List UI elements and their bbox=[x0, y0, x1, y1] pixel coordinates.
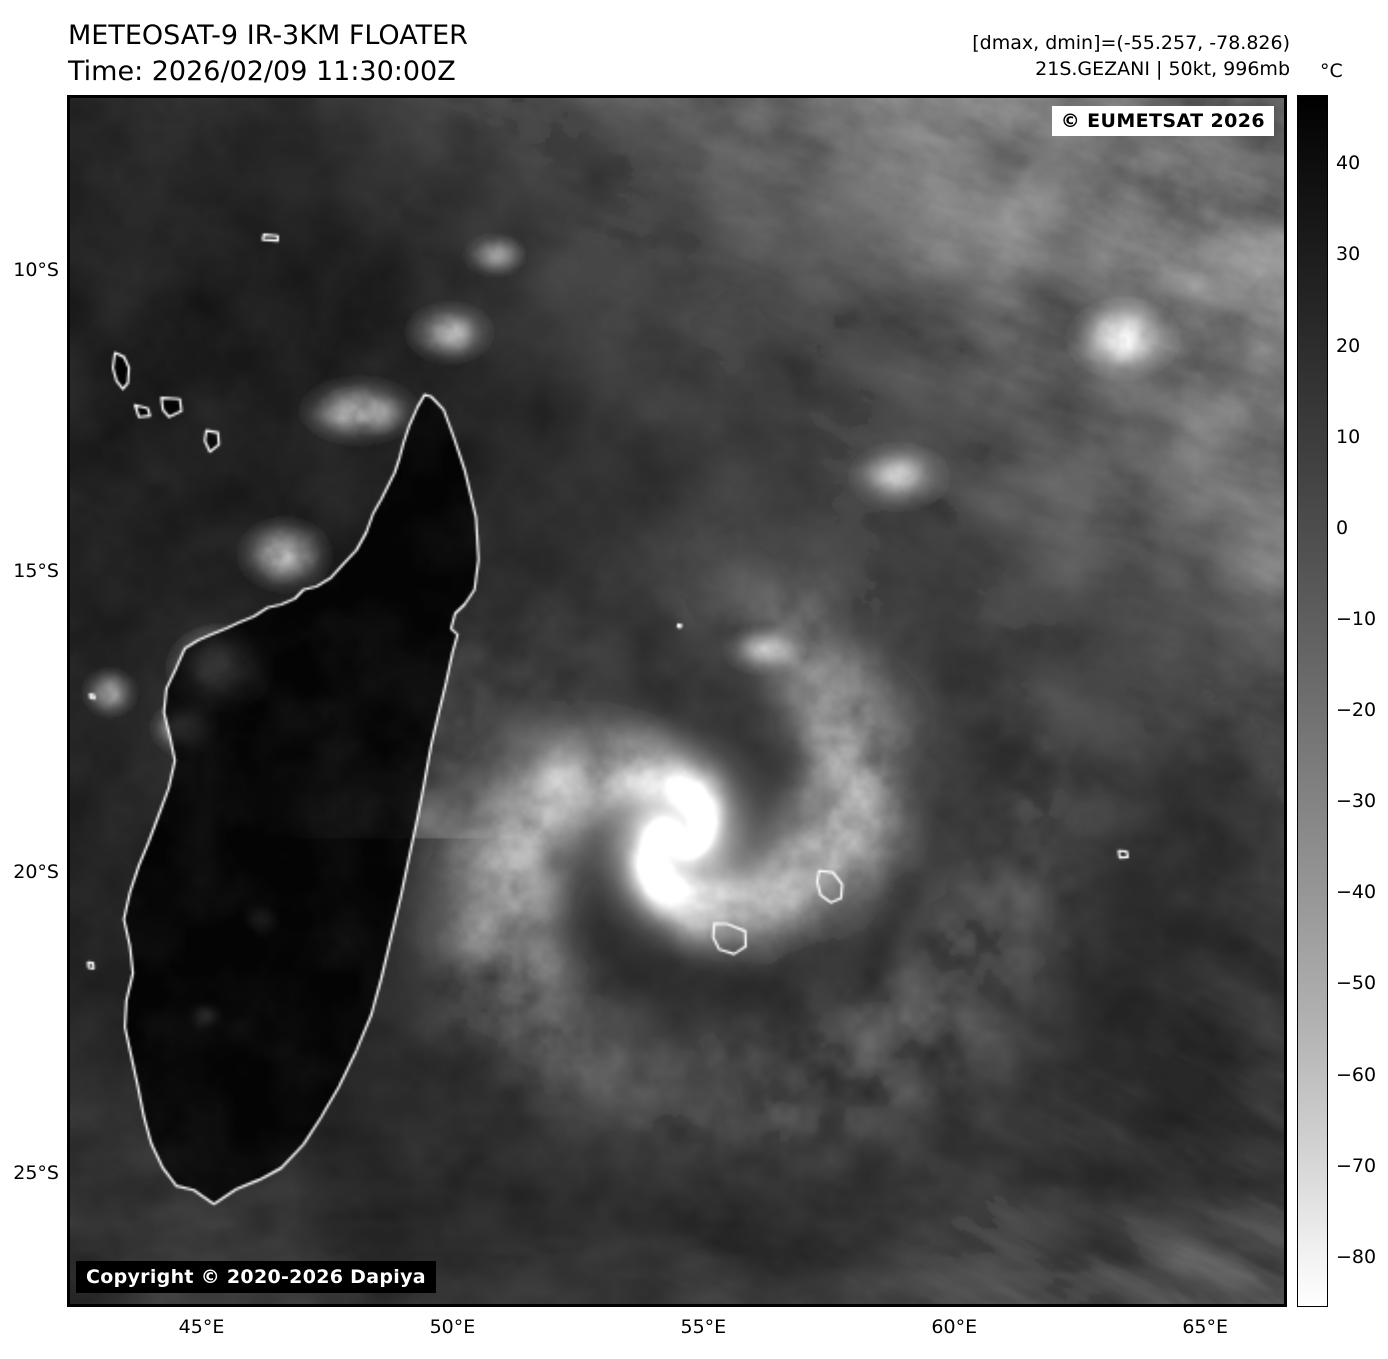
longitude-tick-label: 50°E bbox=[429, 1316, 476, 1338]
colorbar-tick-label: −20 bbox=[1336, 699, 1377, 722]
observation-time: Time: 2026/02/09 11:30:00Z bbox=[68, 56, 456, 87]
colorbar-tick-label: −80 bbox=[1336, 1245, 1377, 1268]
colorbar-tick-label: 10 bbox=[1336, 425, 1361, 448]
colorbar-tick-label: −10 bbox=[1336, 607, 1377, 630]
header-metadata: [dmax, dmin]=(-55.257, -78.826) 21S.GEZA… bbox=[972, 30, 1290, 82]
infrared-satellite-imagery bbox=[70, 98, 1284, 1304]
longitude-tick-label: 45°E bbox=[178, 1316, 225, 1338]
latitude-tick-label: 15°S bbox=[13, 559, 59, 582]
eumetsat-copyright-badge: © EUMETSAT 2026 bbox=[1051, 106, 1274, 136]
longitude-tick-label: 65°E bbox=[1182, 1316, 1229, 1338]
colorbar-tick-label: 20 bbox=[1336, 334, 1361, 357]
colorbar-tick-label: −40 bbox=[1336, 881, 1377, 904]
satellite-image-plot[interactable]: © EUMETSAT 2026 Copyright © 2020-2026 Da… bbox=[67, 95, 1287, 1307]
dapiya-copyright-badge: Copyright © 2020-2026 Dapiya bbox=[76, 1261, 436, 1293]
product-title: METEOSAT-9 IR-3KM FLOATER bbox=[68, 20, 468, 51]
latitude-tick-label: 25°S bbox=[13, 1162, 59, 1185]
dmax-dmin-readout: [dmax, dmin]=(-55.257, -78.826) bbox=[972, 32, 1290, 54]
colorbar-tick-label: 40 bbox=[1336, 152, 1361, 175]
latitude-tick-label: 10°S bbox=[13, 258, 59, 281]
temperature-colorbar[interactable] bbox=[1297, 95, 1328, 1307]
longitude-tick-label: 60°E bbox=[931, 1316, 978, 1338]
colorbar-tick-label: 0 bbox=[1336, 516, 1349, 539]
colorbar-tick-label: −50 bbox=[1336, 972, 1377, 995]
page-title: METEOSAT-9 IR-3KM FLOATER Time: 2026/02/… bbox=[68, 18, 468, 90]
colorbar-tick-label: −70 bbox=[1336, 1154, 1377, 1177]
storm-info-readout: 21S.GEZANI | 50kt, 996mb bbox=[1035, 58, 1290, 80]
colorbar-tick-label: −60 bbox=[1336, 1063, 1377, 1086]
latitude-tick-label: 20°S bbox=[13, 861, 59, 884]
colorbar-tick-label: 30 bbox=[1336, 243, 1361, 266]
longitude-tick-label: 55°E bbox=[680, 1316, 727, 1338]
colorbar-tick-label: −30 bbox=[1336, 790, 1377, 813]
colorbar-unit-label: °C bbox=[1320, 60, 1343, 82]
